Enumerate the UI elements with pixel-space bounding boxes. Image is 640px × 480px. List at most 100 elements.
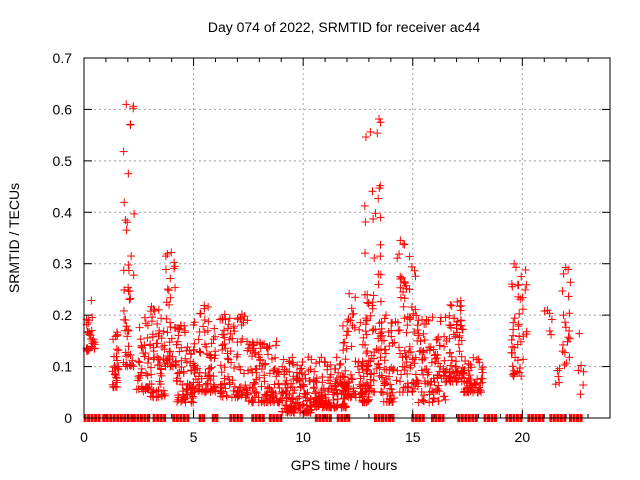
data-point (511, 353, 520, 362)
data-point (278, 407, 287, 416)
data-point (240, 312, 249, 321)
data-point (380, 379, 389, 388)
data-point (124, 326, 133, 335)
data-point (460, 374, 469, 383)
data-point (298, 358, 307, 367)
plot-frame (83, 57, 611, 419)
data-point (349, 309, 358, 318)
data-point (261, 391, 270, 400)
data-point (517, 372, 526, 381)
data-point (373, 129, 382, 138)
data-point (190, 318, 199, 327)
data-point (270, 380, 279, 389)
data-point (419, 396, 428, 405)
data-point (339, 372, 348, 381)
data-point (555, 364, 564, 373)
data-point (447, 323, 456, 332)
data-point (362, 349, 371, 358)
data-point (384, 328, 393, 337)
data-point (564, 333, 573, 342)
data-point (579, 367, 588, 376)
data-point (477, 365, 486, 374)
data-point (419, 370, 428, 379)
data-point (355, 368, 364, 377)
data-point (314, 400, 323, 409)
data-point (419, 329, 428, 338)
data-point (388, 388, 397, 397)
data-point (445, 311, 454, 320)
data-point (385, 342, 394, 351)
data-point (410, 359, 419, 368)
data-point (170, 262, 179, 271)
chart-title: Day 074 of 2022, SRMTID for receiver ac4… (208, 19, 481, 35)
data-point (375, 184, 384, 193)
data-point (210, 382, 219, 391)
data-point (368, 326, 377, 335)
data-point (282, 367, 291, 376)
data-point (404, 348, 413, 357)
data-point (453, 297, 462, 306)
data-point (152, 339, 161, 348)
data-point (288, 353, 297, 362)
data-point (312, 378, 321, 387)
data-point (233, 338, 242, 347)
data-point (305, 406, 314, 415)
data-point (160, 341, 169, 350)
data-point (220, 363, 229, 372)
data-point (380, 356, 389, 365)
data-point (396, 377, 405, 386)
data-point (281, 389, 290, 398)
data-point (433, 371, 442, 380)
data-point (312, 394, 321, 403)
data-point (135, 358, 144, 367)
data-point (380, 345, 389, 354)
data-point (369, 325, 378, 334)
data-point (434, 370, 443, 379)
data-point (435, 341, 444, 350)
data-point (347, 342, 356, 351)
data-point (140, 313, 149, 322)
data-point (439, 392, 448, 401)
data-point (226, 329, 235, 338)
data-point (143, 371, 152, 380)
data-point (564, 292, 573, 301)
data-point (400, 279, 409, 288)
data-point (164, 286, 173, 295)
data-point (166, 293, 175, 302)
data-point (190, 339, 199, 348)
data-point (559, 269, 568, 278)
data-point (126, 294, 135, 303)
data-point (547, 315, 556, 324)
data-point (271, 341, 280, 350)
data-point (422, 315, 431, 324)
data-point (466, 379, 475, 388)
data-point (364, 299, 373, 308)
data-point (218, 330, 227, 339)
data-point (125, 287, 134, 296)
data-point (232, 352, 241, 361)
data-point (124, 283, 133, 292)
data-point (400, 362, 409, 371)
data-point (165, 300, 174, 309)
data-point (110, 352, 119, 361)
data-point (249, 344, 258, 353)
data-point (272, 337, 281, 346)
data-point (356, 374, 365, 383)
data-point (380, 314, 389, 323)
data-point (509, 331, 518, 340)
data-point (110, 363, 119, 372)
data-point (364, 382, 373, 391)
data-point (279, 355, 288, 364)
data-point (225, 380, 234, 389)
data-point (260, 377, 269, 386)
data-point (147, 370, 156, 379)
data-point (139, 387, 148, 396)
data-point (181, 391, 190, 400)
data-point (558, 347, 567, 356)
data-point (174, 331, 183, 340)
data-point (289, 360, 298, 369)
data-point (207, 353, 216, 362)
data-point (281, 401, 290, 410)
data-point (558, 287, 567, 296)
data-point (315, 396, 324, 405)
